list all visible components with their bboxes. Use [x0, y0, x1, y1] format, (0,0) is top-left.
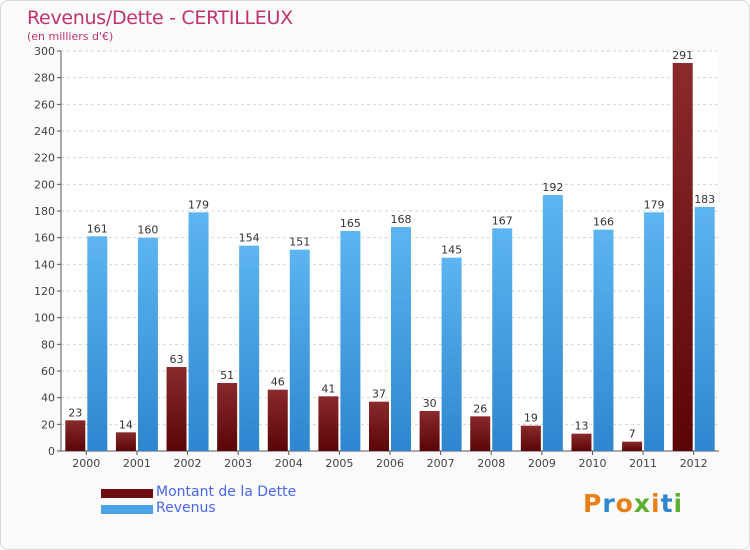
x-tick-label: 2000 — [72, 457, 100, 470]
bar-dette — [520, 425, 541, 451]
data-label-revenus: 179 — [644, 198, 665, 211]
data-label-dette: 23 — [68, 406, 82, 419]
x-tick-label: 2009 — [528, 457, 556, 470]
data-label-dette: 30 — [423, 397, 437, 410]
chart-subtitle: (en milliers d'€) — [27, 30, 114, 43]
bar-revenus — [644, 212, 665, 451]
y-tick-label: 80 — [41, 338, 55, 351]
y-tick-label: 200 — [34, 178, 55, 191]
y-tick-label: 240 — [34, 125, 55, 138]
y-tick-label: 140 — [34, 258, 55, 271]
data-label-dette: 51 — [220, 369, 234, 382]
data-label-revenus: 168 — [391, 213, 412, 226]
data-label-revenus: 160 — [137, 224, 158, 237]
bar-dette — [369, 401, 389, 451]
bar-dette — [267, 389, 288, 451]
data-label-dette: 19 — [524, 412, 538, 425]
logo-text: Proxiti — [583, 489, 683, 518]
y-tick-label: 160 — [34, 232, 55, 245]
data-label-revenus: 167 — [492, 214, 513, 227]
bar-revenus — [441, 257, 462, 451]
legend-swatch-revenus — [101, 505, 153, 514]
data-label-revenus: 166 — [593, 216, 614, 229]
x-tick-label: 2007 — [427, 457, 455, 470]
bar-dette — [217, 383, 238, 451]
proxiti-logo: Proxiti — [583, 489, 683, 518]
data-label-dette: 291 — [672, 49, 693, 62]
data-label-dette: 26 — [473, 402, 487, 415]
bar-dette — [115, 432, 136, 451]
bar-revenus — [492, 228, 513, 451]
bar-dette — [65, 420, 86, 451]
legend-label-dette: Montant de la Dette — [156, 484, 297, 500]
x-tick-label: 2010 — [578, 457, 606, 470]
y-tick-label: 20 — [41, 418, 55, 431]
y-tick-label: 120 — [34, 285, 55, 298]
bar-dette — [166, 367, 187, 451]
y-tick-label: 60 — [41, 365, 55, 378]
data-label-dette: 13 — [574, 420, 588, 433]
bar-revenus — [542, 195, 563, 451]
bar-revenus — [391, 227, 411, 451]
x-tick-label: 2006 — [376, 457, 404, 470]
data-label-dette: 7 — [629, 428, 636, 441]
data-label-revenus: 161 — [87, 222, 108, 235]
data-label-dette: 41 — [321, 382, 335, 395]
x-tick-label: 2001 — [123, 457, 151, 470]
logo-letter: i — [651, 489, 661, 518]
plot-area — [61, 51, 719, 451]
legend-label-revenus: Revenus — [156, 500, 216, 516]
bar-revenus — [87, 236, 108, 451]
x-tick-label: 2008 — [477, 457, 505, 470]
data-label-dette: 14 — [119, 418, 133, 431]
logo-letter: x — [633, 489, 651, 518]
x-tick-label: 2003 — [224, 457, 252, 470]
y-tick-label: 300 — [34, 45, 55, 58]
bar-dette — [318, 396, 339, 451]
bar-dette — [419, 411, 440, 451]
data-label-revenus: 192 — [542, 181, 563, 194]
bar-dette — [672, 63, 693, 451]
logo-letter: o — [615, 489, 634, 518]
bar-revenus — [188, 212, 209, 451]
logo-letter: P — [583, 489, 603, 518]
x-tick-label: 2002 — [174, 457, 202, 470]
bar-dette — [571, 433, 592, 451]
x-tick-label: 2012 — [680, 457, 708, 470]
data-label-revenus: 165 — [340, 217, 361, 230]
bar-revenus — [593, 229, 614, 451]
data-label-revenus: 183 — [694, 193, 715, 206]
x-tick-label: 2004 — [275, 457, 303, 470]
y-tick-label: 0 — [48, 445, 55, 458]
bar-revenus — [239, 245, 260, 451]
y-tick-label: 280 — [34, 72, 55, 85]
data-label-revenus: 154 — [239, 232, 260, 245]
data-label-dette: 37 — [372, 388, 386, 401]
logo-letter: r — [602, 489, 616, 518]
y-tick-label: 260 — [34, 98, 55, 111]
logo-letter: t — [660, 489, 674, 518]
y-tick-label: 100 — [34, 312, 55, 325]
x-tick-label: 2005 — [325, 457, 353, 470]
bar-revenus — [137, 237, 158, 451]
bar-dette — [622, 441, 643, 451]
bar-revenus — [340, 231, 361, 451]
data-label-dette: 63 — [170, 353, 184, 366]
data-label-revenus: 179 — [188, 198, 209, 211]
logo-letter: i — [673, 489, 684, 518]
y-tick-label: 220 — [34, 152, 55, 165]
y-tick-label: 40 — [41, 392, 55, 405]
chart-title: Revenus/Dette - CERTILLEUX — [27, 7, 293, 29]
bar-revenus — [694, 207, 715, 451]
data-label-revenus: 145 — [441, 244, 462, 257]
bar-revenus — [289, 249, 310, 451]
data-label-dette: 46 — [271, 376, 285, 389]
x-tick-label: 2011 — [629, 457, 657, 470]
data-label-revenus: 151 — [289, 236, 310, 249]
y-tick-label: 180 — [34, 205, 55, 218]
legend-swatch-dette — [101, 489, 153, 498]
bar-dette — [470, 416, 491, 451]
